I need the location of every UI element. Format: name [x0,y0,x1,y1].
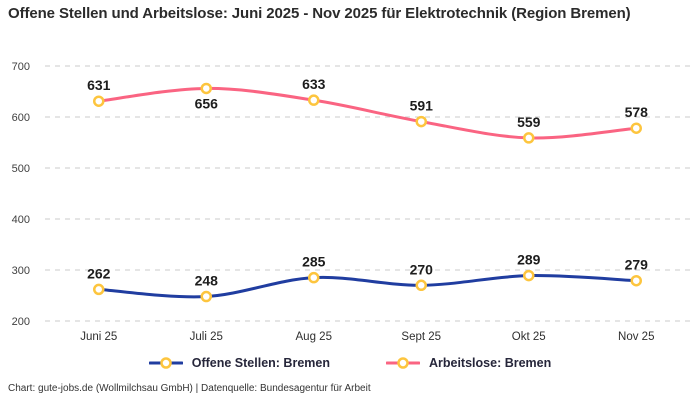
legend-marker-icon [160,357,172,369]
x-tick-label: Juni 25 [80,331,117,343]
data-point-marker [415,115,427,128]
data-point-marker [93,283,105,296]
data-point-label: 656 [195,95,219,111]
x-tick-label: Okt 25 [512,331,546,343]
legend-marker-icon [397,357,409,369]
y-tick-label: 400 [12,214,30,226]
series-line [97,86,638,140]
data-point-marker [630,274,642,287]
data-point-label: 262 [87,265,111,281]
data-point-label: 559 [517,114,541,130]
chart-legend: Offene Stellen: Bremen Arbeitslose: Brem… [0,356,700,370]
data-point-marker [308,271,320,284]
x-tick-label: Sept 25 [401,331,441,343]
x-tick-label: Juli 25 [190,331,223,343]
chart-title: Offene Stellen und Arbeitslose: Juni 202… [8,5,631,22]
x-tick-label: Aug 25 [296,331,332,343]
legend-swatch [148,357,183,369]
legend-item-arbeitslose: Arbeitslose: Bremen [385,356,552,370]
legend-item-offene-stellen: Offene Stellen: Bremen [148,356,330,370]
data-point-marker [200,82,212,95]
data-point-marker [415,279,427,292]
legend-label: Offene Stellen: Bremen [191,356,330,370]
data-point-marker [93,95,105,107]
data-point-label: 631 [87,77,111,93]
legend-label: Arbeitslose: Bremen [428,356,552,370]
data-point-marker [200,290,212,303]
y-tick-label: 600 [12,112,30,124]
data-point-label: 270 [410,261,434,277]
legend-swatch [385,357,420,369]
data-point-marker [523,269,535,282]
data-point-marker [630,122,642,134]
data-point-label: 279 [625,257,649,273]
data-point-marker [308,94,320,106]
y-tick-label: 200 [12,316,30,328]
data-point-label: 633 [302,76,326,92]
data-point-marker [523,132,535,144]
data-point-label: 578 [625,104,649,120]
data-point-label: 289 [517,252,541,268]
data-point-label: 591 [410,98,434,114]
series-line [97,274,638,299]
x-tick-label: Nov 25 [618,331,654,343]
data-point-label: 248 [195,273,219,289]
data-point-label: 285 [302,254,326,270]
y-tick-label: 700 [12,61,30,73]
y-tick-label: 500 [12,163,30,175]
source-attribution: Chart: gute-jobs.de (Wollmilchsau GmbH) … [8,383,371,394]
y-tick-label: 300 [12,265,30,277]
